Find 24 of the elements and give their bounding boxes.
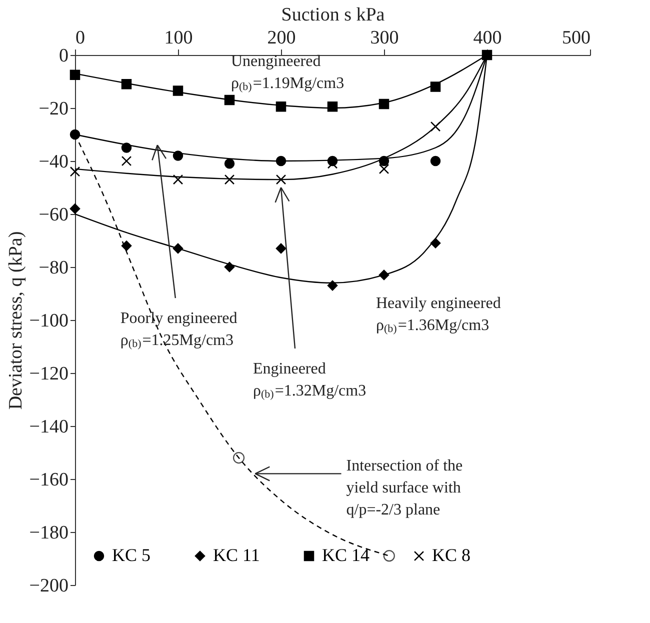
y-tick-label: −180 — [29, 522, 68, 544]
x-axis-title: Suction s kPa — [281, 4, 386, 26]
y-tick-label: −100 — [29, 310, 68, 332]
y-tick-label: −40 — [38, 152, 68, 172]
x-tick-label: 100 — [164, 28, 193, 48]
y-tick-label: −140 — [29, 416, 68, 438]
x-tick-label: 400 — [473, 28, 502, 48]
y-tick-label: −80 — [38, 258, 68, 278]
x-tick-label: 500 — [562, 28, 590, 48]
y-tick-label: −60 — [38, 204, 68, 226]
legend-label: KC 11 — [213, 545, 260, 565]
x-tick-label: 200 — [267, 28, 296, 48]
legend-label: KC 5 — [112, 545, 151, 565]
y-tick-label: −20 — [38, 98, 68, 120]
y-tick-label: 0 — [59, 46, 68, 66]
y-tick-label: −160 — [29, 470, 68, 490]
y-tick-label: −200 — [29, 576, 68, 596]
legend-label: KC 14 — [322, 545, 370, 565]
x-tick-label: 300 — [370, 28, 399, 48]
annotation: Intersection of the yield surface with q/p=-2/3 plane — [346, 458, 463, 519]
y-tick-label: −120 — [29, 364, 68, 384]
y-axis-title: Deviator stress, q (kPa) — [5, 231, 26, 410]
x-tick-label: 0 — [76, 28, 85, 48]
legend-label: KC 8 — [432, 545, 471, 565]
